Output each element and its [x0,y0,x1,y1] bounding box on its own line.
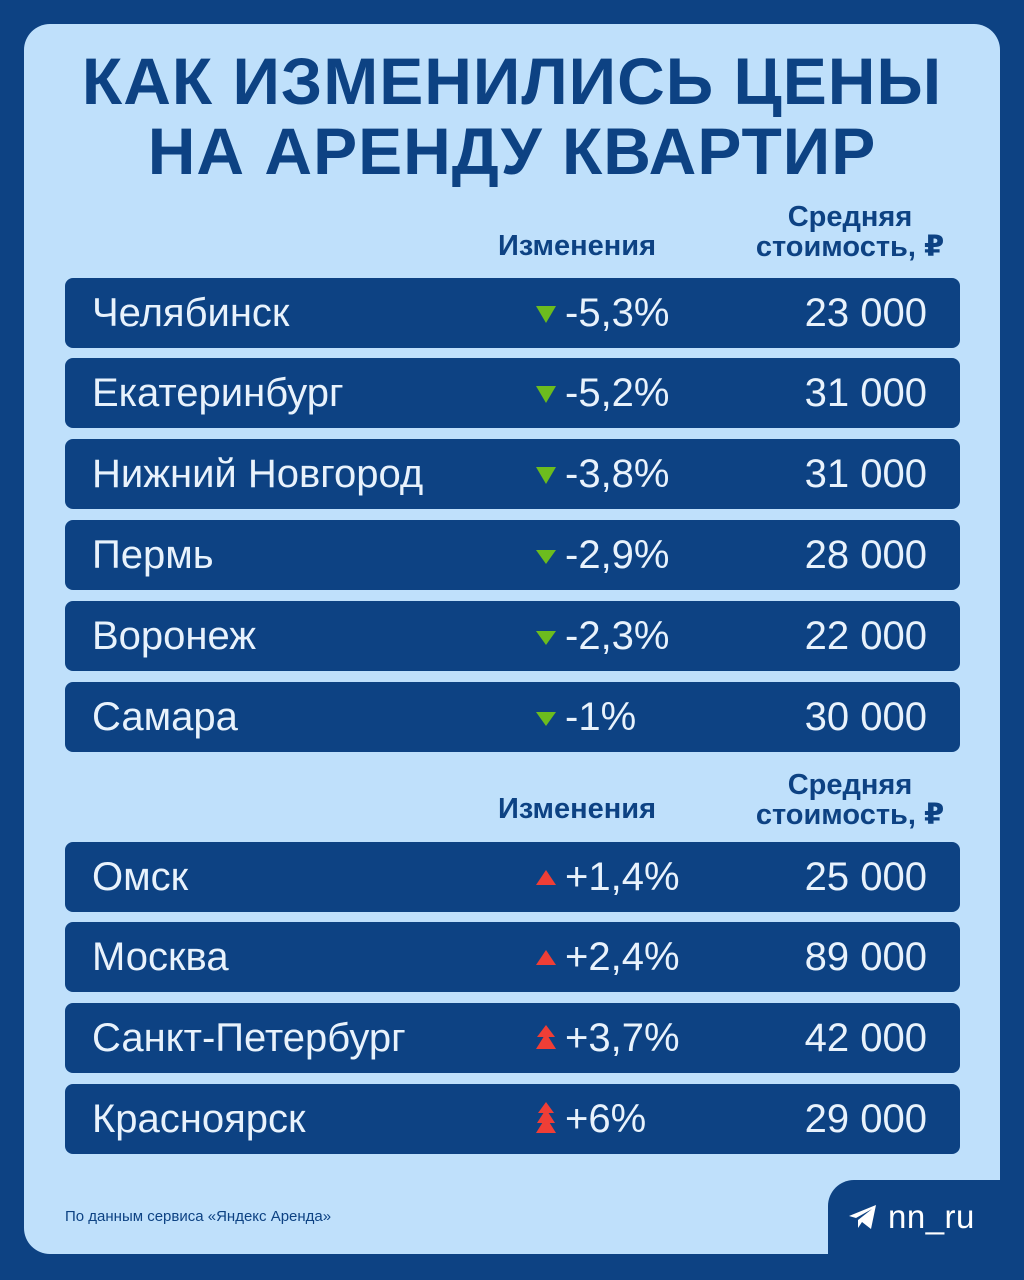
city-name: Пермь [92,533,214,577]
column-header-price: Средняя стоимость, ₽ [720,202,980,262]
column-header-price: Средняя стоимость, ₽ [720,770,980,830]
change-value: +2,4% [565,935,680,979]
table-row: Екатеринбург -5,2% 31 000 [65,358,960,428]
down-arrow-icon [535,304,557,324]
price-value: 25 000 [804,855,927,899]
table-row: Челябинск -5,3% 23 000 [65,278,960,348]
down-arrow-icon [535,708,557,728]
table-row: Воронеж -2,3% 22 000 [65,601,960,671]
change-value: +1,4% [565,855,680,899]
price-value: 42 000 [804,1016,927,1060]
city-name: Красноярск [92,1097,306,1141]
city-name: Воронеж [92,614,257,658]
table-row: Санкт-Петербург +3,7% 42 000 [65,1003,960,1073]
brand-name: nn_ru [888,1198,975,1235]
column-header-price-line-1: Средняя [787,769,913,801]
price-value: 29 000 [804,1097,927,1141]
city-name: Челябинск [92,291,290,335]
city-name: Санкт-Петербург [92,1016,406,1060]
change-value: -2,9% [565,533,670,577]
column-header-price-line-2: стоимость, ₽ [755,799,945,831]
column-header-price-line-2: стоимость, ₽ [755,231,945,263]
change-value: -5,2% [565,371,670,415]
city-name: Нижний Новгород [92,452,424,496]
price-value: 23 000 [804,291,927,335]
up-arrow-icon [535,1023,557,1053]
city-name: Москва [92,935,229,979]
change-value: +6% [565,1097,647,1141]
column-header-price-line-1: Средняя [787,201,913,233]
down-arrow-icon [535,465,557,485]
price-value: 31 000 [804,452,927,496]
down-arrow-icon [535,627,557,647]
brand-badge[interactable]: nn_ru [828,1180,1008,1254]
price-value: 31 000 [804,371,927,415]
table-row: Пермь -2,9% 28 000 [65,520,960,590]
page-title-line-1: КАК ИЗМЕНИЛИСЬ ЦЕНЫ [81,44,943,118]
source-note: По данным сервиса «Яндекс Аренда» [65,1208,332,1225]
down-arrow-icon [535,546,557,566]
table-row: Нижний Новгород -3,8% 31 000 [65,439,960,509]
up-arrow-icon [535,1101,557,1137]
up-arrow-icon [535,868,557,888]
down-arrow-icon [535,384,557,404]
city-name: Екатеринбург [92,371,344,415]
up-arrow-icon [535,948,557,968]
price-value: 28 000 [804,533,927,577]
city-name: Самара [92,695,238,739]
change-value: -3,8% [565,452,670,496]
table-row: Красноярск +6% 29 000 [65,1084,960,1154]
table-row: Самара -1% 30 000 [65,682,960,752]
telegram-icon [848,1204,878,1235]
change-value: -5,3% [565,291,670,335]
change-value: +3,7% [565,1016,680,1060]
page-title-line-2: НА АРЕНДУ КВАРТИР [147,114,877,188]
city-name: Омск [92,855,189,899]
column-header-change: Изменения [498,230,657,262]
change-value: -2,3% [565,614,670,658]
column-header-change: Изменения [498,793,657,825]
price-value: 89 000 [804,935,927,979]
price-value: 30 000 [804,695,927,739]
price-value: 22 000 [804,614,927,658]
table-row: Омск +1,4% 25 000 [65,842,960,912]
table-row: Москва +2,4% 89 000 [65,922,960,992]
change-value: -1% [565,695,637,739]
